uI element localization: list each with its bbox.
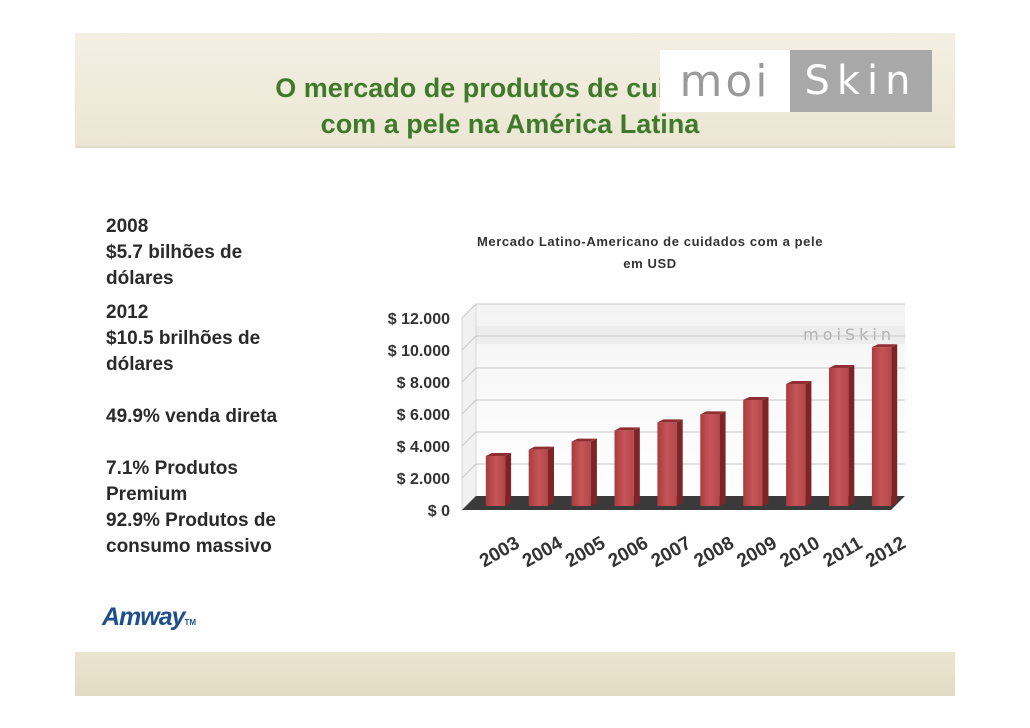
- fact-2012-unit: dólares: [106, 354, 174, 375]
- y-gridline-side: [461, 431, 477, 447]
- bar-top: [786, 381, 812, 384]
- amway-logo: AmwayTM: [102, 603, 196, 632]
- bar: [700, 414, 720, 506]
- x-tick-label: 2004: [519, 533, 566, 573]
- x-tick-label: 2012: [862, 533, 909, 572]
- chart-title-line1: Mercado Latino-Americano de cuidados com…: [477, 234, 823, 249]
- bar: [828, 368, 849, 506]
- x-tick-label: 2007: [648, 533, 695, 572]
- bar-top: [657, 419, 683, 423]
- bar-top: [528, 446, 555, 450]
- fact-direct-sales: 49.9% venda direta: [106, 406, 278, 427]
- x-tick-label: 2008: [691, 533, 738, 572]
- y-gridline-side: [461, 303, 477, 319]
- bar: [485, 456, 506, 506]
- bar-side: [548, 446, 555, 506]
- y-tick-label: $ 12.000: [388, 311, 450, 328]
- chart-watermark-band: [476, 326, 905, 344]
- bar-side: [590, 438, 597, 506]
- y-gridline-side: [461, 335, 477, 351]
- bar-top: [828, 365, 855, 368]
- bar-top: [700, 411, 726, 415]
- fact-2012-value: $10.5 brilhões de: [106, 328, 261, 349]
- y-tick-label: $ 6.000: [397, 407, 450, 424]
- y-tick-label: $ 8.000: [397, 375, 450, 392]
- x-tick-label: 2011: [820, 533, 867, 572]
- x-tick-label: 2009: [734, 533, 781, 572]
- y-tick-label: $ 0: [428, 503, 450, 520]
- fact-2012-label: 2012: [106, 302, 149, 323]
- fact-premium-line1: 7.1% Produtos: [106, 458, 238, 479]
- bar: [571, 441, 591, 506]
- bar: [786, 384, 806, 506]
- fact-2008-unit: dólares: [106, 268, 174, 289]
- market-bar-chart: Mercado Latino-Americano de cuidados com…: [388, 234, 910, 573]
- amway-logo-text: Amway: [102, 603, 186, 631]
- bar: [743, 400, 763, 506]
- market-facts: 2008 $5.7 bilhões de dólares 2012 $10.5 …: [106, 214, 336, 560]
- y-tick-label: $ 2.000: [397, 471, 450, 488]
- y-gridline-side: [461, 463, 477, 479]
- bar: [528, 449, 549, 506]
- x-tick-label: 2010: [776, 533, 823, 572]
- header-divider: [75, 146, 955, 148]
- y-tick-label: $ 10.000: [388, 343, 450, 360]
- x-tick-label: 2005: [562, 533, 609, 573]
- bar-side: [719, 411, 726, 506]
- x-tick-label: 2006: [605, 533, 652, 572]
- bar-side: [633, 427, 640, 506]
- bar: [657, 422, 677, 506]
- bar-side: [891, 344, 898, 506]
- bar-side: [762, 397, 769, 506]
- bar-side: [848, 365, 855, 506]
- logo-skin: Skin: [790, 50, 932, 112]
- bar-top: [485, 453, 512, 456]
- moiskin-logo: moi Skin: [660, 50, 932, 112]
- footer-band: [75, 652, 955, 696]
- bar-side: [676, 419, 683, 506]
- bar: [871, 347, 892, 506]
- x-tick-label: 2003: [476, 533, 523, 572]
- fact-2008-value: $5.7 bilhões de: [106, 242, 243, 263]
- amway-logo-tm: TM: [184, 618, 197, 627]
- fact-premium-line2: Premium: [106, 484, 188, 505]
- chart-title-line2: em USD: [623, 256, 676, 271]
- fact-mass-line1: 92.9% Produtos de: [106, 510, 276, 531]
- logo-moi: moi: [660, 50, 790, 112]
- bar-side: [505, 453, 512, 506]
- bar-top: [871, 344, 898, 348]
- bar-side: [805, 381, 812, 506]
- y-tick-label: $ 4.000: [397, 439, 450, 456]
- fact-2008-label: 2008: [106, 216, 149, 237]
- bar-top: [614, 427, 640, 431]
- chart-watermark: moiSkin: [803, 325, 895, 344]
- bar-top: [571, 438, 597, 442]
- slide-title-line2: com a pele na América Latina: [320, 109, 700, 139]
- fact-mass-line2: consumo massivo: [106, 536, 272, 557]
- y-gridline-side: [461, 367, 477, 383]
- bar-top: [743, 397, 769, 400]
- y-gridline-side: [461, 399, 477, 415]
- bar: [614, 430, 634, 506]
